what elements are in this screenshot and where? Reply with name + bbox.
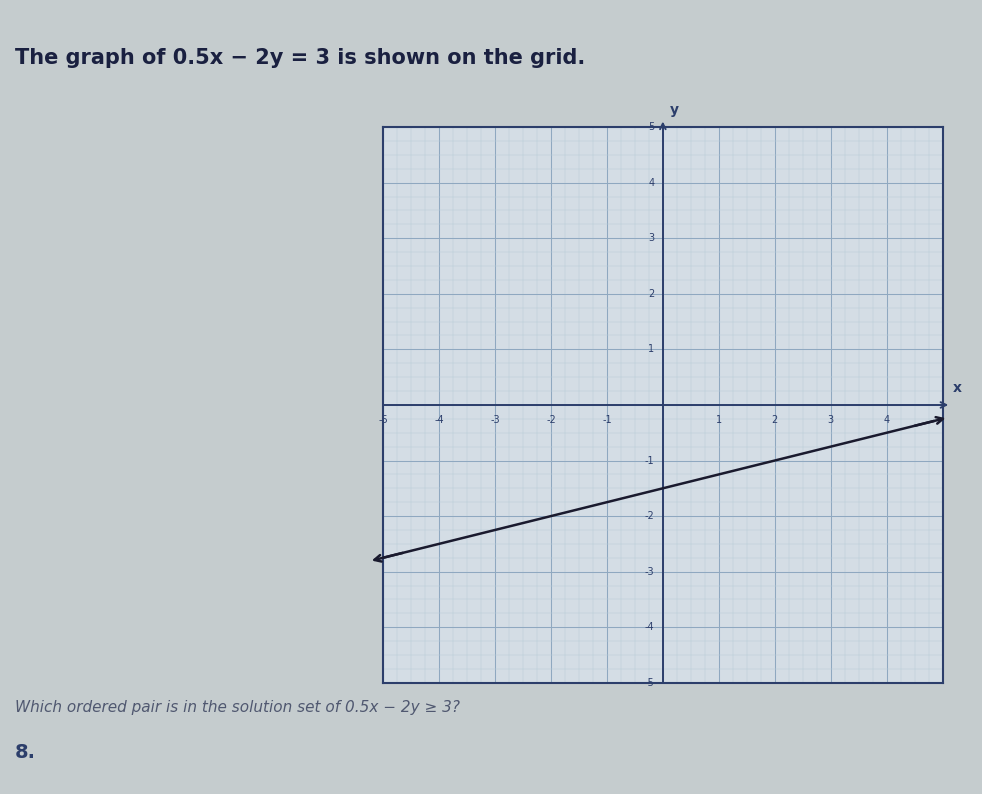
Text: -1: -1 bbox=[645, 456, 654, 465]
Text: -5: -5 bbox=[645, 678, 654, 688]
Text: 3: 3 bbox=[828, 415, 834, 425]
Text: 4: 4 bbox=[884, 415, 890, 425]
Text: x: x bbox=[953, 381, 961, 395]
Text: 2: 2 bbox=[648, 289, 654, 299]
Text: -2: -2 bbox=[546, 415, 556, 425]
Text: 8.: 8. bbox=[15, 743, 35, 762]
Text: 1: 1 bbox=[716, 415, 722, 425]
Text: y: y bbox=[670, 103, 679, 117]
Text: -3: -3 bbox=[645, 567, 654, 576]
Text: 2: 2 bbox=[772, 415, 778, 425]
Text: 5: 5 bbox=[648, 122, 654, 132]
Text: The graph of 0.5x − 2y = 3 is shown on the grid.: The graph of 0.5x − 2y = 3 is shown on t… bbox=[15, 48, 585, 67]
Text: 4: 4 bbox=[648, 178, 654, 187]
Text: 1: 1 bbox=[648, 345, 654, 354]
Text: -4: -4 bbox=[645, 622, 654, 632]
Text: -4: -4 bbox=[434, 415, 444, 425]
Text: Which ordered pair is in the solution set of 0.5x − 2y ≥ 3?: Which ordered pair is in the solution se… bbox=[15, 700, 460, 715]
Text: -3: -3 bbox=[490, 415, 500, 425]
Text: 3: 3 bbox=[648, 233, 654, 243]
Text: -1: -1 bbox=[602, 415, 612, 425]
Text: -5: -5 bbox=[378, 415, 388, 425]
Text: -2: -2 bbox=[645, 511, 654, 521]
